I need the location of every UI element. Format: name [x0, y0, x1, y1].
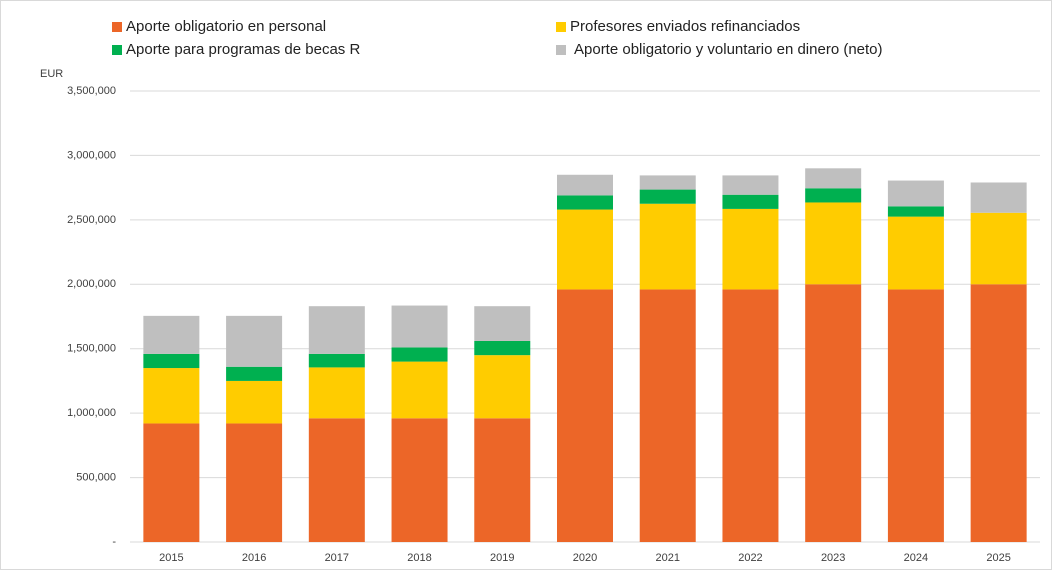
legend-swatch [112, 45, 122, 55]
x-tick-label: 2025 [986, 552, 1010, 564]
x-tick-label: 2024 [904, 552, 928, 564]
bar-segment [391, 347, 448, 362]
legend-label: Profesores enviados refinanciados [570, 18, 800, 35]
x-tick-label: 2019 [490, 552, 514, 564]
bar-segment [639, 203, 696, 290]
bar-segment [970, 212, 1027, 285]
bar-segment [308, 353, 365, 368]
x-tick-label: 2022 [738, 552, 762, 564]
bar-segment [805, 202, 862, 285]
bar-segment [722, 208, 779, 290]
bar-segment [143, 423, 200, 542]
bar-segment [308, 418, 365, 542]
y-tick-label: 2,000,000 [67, 278, 116, 290]
bar-segment [474, 306, 531, 341]
x-tick-label: 2016 [242, 552, 266, 564]
bar-segment [557, 174, 613, 196]
bar-segment [722, 194, 779, 209]
x-tick-label: 2018 [407, 552, 431, 564]
bar-segment [474, 340, 531, 356]
bar-segment [557, 289, 613, 542]
x-tick-label: 2023 [821, 552, 845, 564]
x-tick-label: 2015 [159, 552, 183, 564]
bar-segment [805, 168, 862, 189]
bar-segment [805, 284, 862, 542]
x-tick-label: 2020 [573, 552, 597, 564]
bar-segment [143, 315, 200, 354]
bar-segment [226, 423, 283, 542]
legend-label: Aporte obligatorio en personal [126, 18, 326, 35]
bar-segment [722, 289, 779, 542]
y-tick-label: 1,000,000 [67, 407, 116, 419]
bar-segment [391, 361, 448, 419]
bar-segment [226, 315, 283, 367]
bar-segment [308, 306, 365, 354]
bar-segment [391, 418, 448, 542]
bar-segment [639, 289, 696, 542]
bar-segment [143, 368, 200, 424]
legend-swatch [112, 22, 122, 32]
bar-segment [805, 188, 862, 203]
y-tick-label: 2,500,000 [67, 214, 116, 226]
bar-segment [143, 353, 200, 369]
bar-segment [639, 175, 696, 190]
bar-segment [887, 289, 944, 542]
bar-segment [887, 180, 944, 207]
y-tick-label: 3,500,000 [67, 85, 116, 97]
bar-segment [226, 380, 283, 424]
legend-swatch [556, 22, 566, 32]
bar-segment [474, 355, 531, 419]
bar-segment [970, 284, 1027, 542]
bar-segment [970, 182, 1027, 213]
x-tick-label: 2021 [655, 552, 679, 564]
bar-segment [557, 209, 613, 290]
x-tick-label: 2017 [325, 552, 349, 564]
bar-segment [722, 175, 779, 195]
y-axis-title: EUR [40, 68, 63, 80]
bar-segment [639, 189, 696, 204]
bar-segment [887, 216, 944, 290]
bar-segment [474, 418, 531, 542]
y-tick-label: 3,000,000 [67, 149, 116, 161]
bar-segment [557, 195, 613, 210]
y-tick-label: 1,500,000 [67, 343, 116, 355]
bar-segment [226, 366, 283, 381]
legend-label: Aporte para programas de becas R [126, 41, 360, 58]
legend-label: Aporte obligatorio y voluntario en diner… [574, 41, 883, 58]
y-tick-label: - [112, 536, 116, 548]
bar-segment [308, 367, 365, 419]
bar-segment [391, 305, 448, 348]
y-tick-label: 500,000 [76, 471, 116, 483]
bar-segment [887, 206, 944, 217]
legend-swatch [556, 45, 566, 55]
